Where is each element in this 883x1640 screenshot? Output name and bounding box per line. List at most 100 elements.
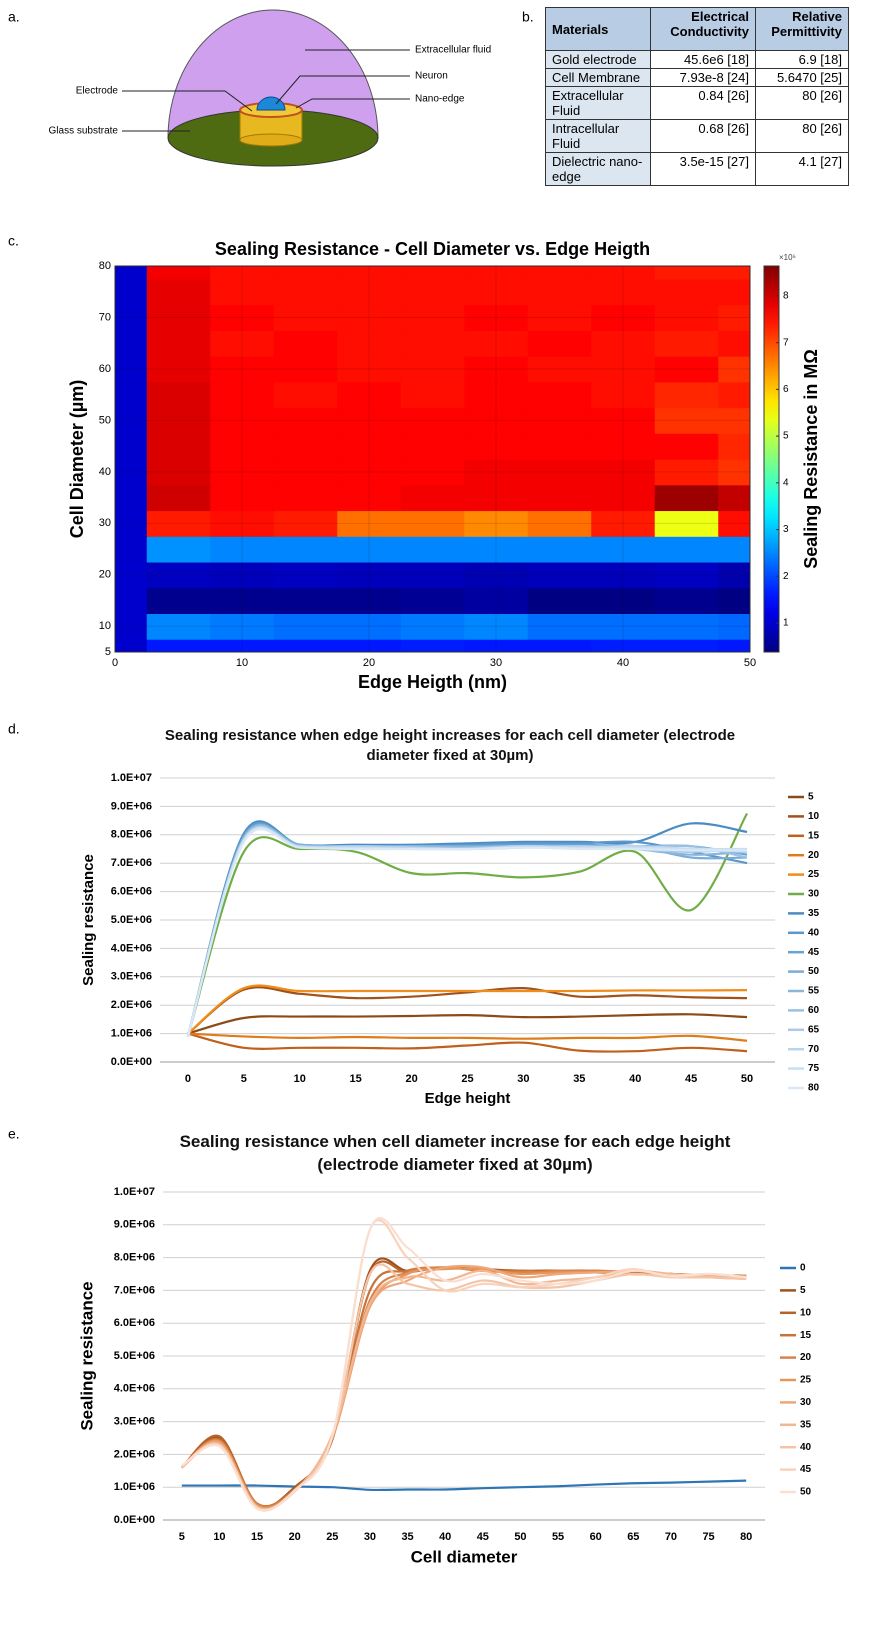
heatmap-cells — [115, 266, 750, 652]
x-tick-label: 20 — [363, 657, 375, 669]
heatmap-cell — [146, 278, 211, 306]
leader-line — [122, 90, 253, 112]
colorbar-tick-label: 2 — [783, 571, 789, 582]
x-tick-label: 30 — [364, 1531, 376, 1543]
x-tick-label: 40 — [617, 657, 629, 669]
x-tick-label: 25 — [461, 1073, 473, 1085]
x-tick-label: 40 — [439, 1531, 451, 1543]
heatmap-cell — [210, 613, 275, 640]
y-tick-label: 8.0E+06 — [111, 829, 152, 841]
heatmap-cell — [718, 510, 750, 537]
y-tick-label: 3.0E+06 — [111, 971, 152, 983]
y-tick-label: 10 — [99, 620, 111, 632]
x-tick-label: 20 — [405, 1073, 417, 1085]
x-tick-label: 60 — [590, 1531, 602, 1543]
heatmap-cell — [400, 459, 465, 486]
y-tick-label: 8.0E+06 — [114, 1252, 155, 1264]
x-tick-label: 10 — [213, 1531, 225, 1543]
colorbar-exponent: ×10⁶ — [779, 253, 796, 262]
y-axis-label: Sealing resistance — [80, 854, 97, 986]
heatmap-cell — [273, 536, 338, 563]
heatmap-cell — [400, 561, 465, 589]
heatmap-cell — [210, 433, 275, 460]
legend-label: 5 — [808, 792, 814, 803]
series-line — [186, 821, 748, 1037]
legend-label: 65 — [808, 1024, 820, 1035]
legend-label: 5 — [800, 1285, 806, 1296]
y-tick-label: 80 — [99, 260, 111, 272]
heatmap-cell — [527, 536, 592, 563]
materials-table: Materials Electrical Conductivity Relative… — [545, 7, 849, 186]
heatmap-cell — [464, 278, 529, 306]
heatmap-cell — [464, 304, 529, 331]
diagram-label: Extracellular fluid — [415, 45, 491, 56]
table-cell: 45.6e6 [18] — [650, 50, 756, 69]
heatmap-cell — [591, 330, 656, 357]
heatmap-cell — [337, 484, 402, 512]
heatmap-cell — [591, 639, 656, 652]
legend-label: 75 — [808, 1063, 820, 1074]
x-tick-label: 0 — [112, 657, 118, 669]
colorbar-tick-label: 6 — [783, 384, 789, 395]
legend-label: 25 — [808, 869, 820, 880]
heatmap-cell — [527, 459, 592, 486]
x-axis-label: Cell diameter — [411, 1547, 518, 1566]
heatmap-cell — [464, 433, 529, 460]
heatmap-cell — [527, 278, 592, 306]
heatmap-cell — [654, 356, 719, 383]
heatmap-cell — [654, 266, 719, 280]
series-line — [187, 1013, 748, 1035]
legend-label: 0 — [800, 1263, 806, 1274]
colorbar-label: Sealing Resistance in MΩ — [801, 349, 821, 569]
legend-label: 20 — [808, 850, 820, 861]
diagram: Extracellular fluid Neuron Nano-edge Ele… — [49, 9, 491, 167]
heatmap-cell — [654, 639, 719, 652]
heatmap-cell — [115, 304, 148, 331]
heatmap-cell — [146, 304, 211, 331]
x-tick-label: 5 — [179, 1531, 185, 1543]
table-cell: Intracellular Fluid — [545, 119, 651, 153]
heatmap-cell — [146, 639, 211, 652]
y-tick-label: 7.0E+06 — [111, 857, 152, 869]
heatmap-cell — [115, 356, 148, 383]
heatmap-cell — [654, 561, 719, 589]
x-tick-label: 70 — [665, 1531, 677, 1543]
heatmap-cell — [273, 639, 338, 652]
table-cell: 0.84 [26] — [650, 86, 756, 120]
table-cell: 7.93e-8 [24] — [650, 68, 756, 87]
x-tick-label: 50 — [741, 1073, 753, 1085]
series-line — [181, 1266, 747, 1508]
y-tick-label: 40 — [99, 466, 111, 478]
x-tick-label: 35 — [573, 1073, 585, 1085]
colorbar — [763, 265, 780, 653]
heatmap-cell — [718, 587, 750, 614]
x-tick-label: 65 — [627, 1531, 639, 1543]
y-tick-label: 6.0E+06 — [114, 1317, 155, 1329]
heatmap-cell — [400, 381, 465, 409]
heatmap-cell — [591, 613, 656, 640]
heatmap-cell — [464, 407, 529, 434]
heatmap-cell — [718, 484, 750, 512]
heatmap-cell — [654, 278, 719, 306]
heatmap-cell — [591, 484, 656, 512]
panel-label: b. — [522, 9, 534, 25]
heatmap-cell — [400, 536, 465, 563]
heatmap-cell — [210, 639, 275, 652]
heatmap-cell — [654, 459, 719, 486]
heatmap-cell — [654, 407, 719, 434]
x-tick-label: 5 — [241, 1073, 247, 1085]
colorbar-tick-label: 3 — [783, 524, 789, 535]
x-tick-label: 50 — [744, 657, 756, 669]
heatmap-cell — [591, 407, 656, 434]
heatmap-cell — [464, 381, 529, 409]
heatmap-cell — [337, 433, 402, 460]
heatmap-cell — [718, 330, 750, 357]
y-tick-label: 1.0E+07 — [111, 772, 152, 784]
y-axis-label: Cell Diameter (µm) — [67, 380, 87, 538]
diagram-label: Electrode — [76, 86, 119, 97]
table-row: Gold electrode 45.6e6 [18] 6.9 [18] — [545, 50, 849, 69]
heatmap-cell — [273, 278, 338, 306]
heatmap-cell — [115, 536, 148, 563]
heatmap-cell — [337, 407, 402, 434]
heatmap-cell — [718, 266, 750, 280]
